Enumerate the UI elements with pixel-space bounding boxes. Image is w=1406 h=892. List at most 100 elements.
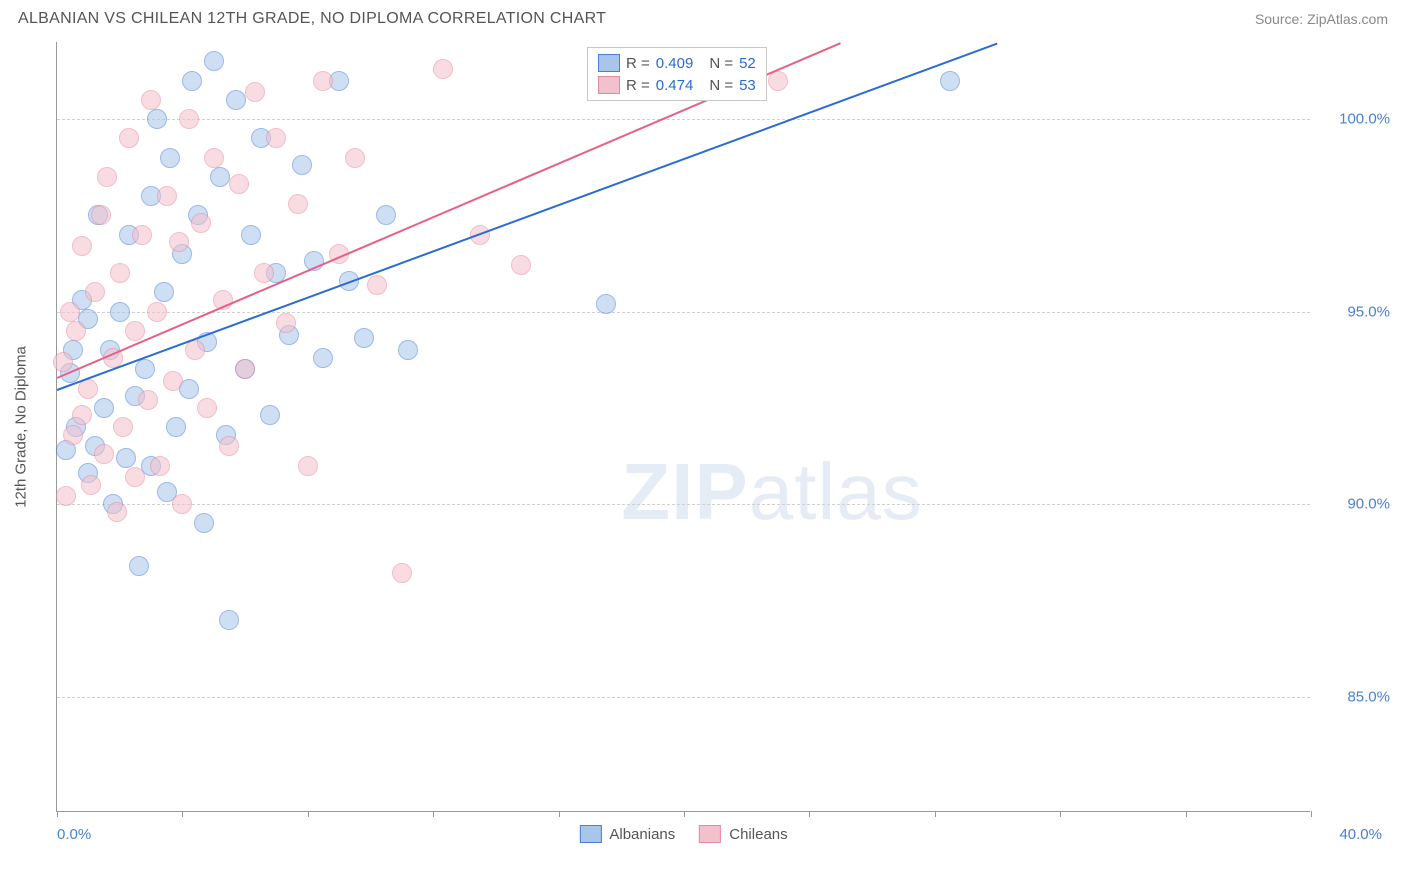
legend-label: Chileans: [729, 826, 787, 843]
gridline: [57, 504, 1310, 505]
scatter-point: [81, 475, 101, 495]
correlation-legend: R = 0.409 N = 52 R = 0.474 N = 53: [587, 47, 767, 101]
x-tick: [1311, 811, 1312, 817]
y-tick-label: 90.0%: [1320, 496, 1390, 513]
legend-swatch: [598, 76, 620, 94]
scatter-point: [398, 340, 418, 360]
scatter-point: [313, 71, 333, 91]
scatter-point: [135, 359, 155, 379]
scatter-point: [150, 456, 170, 476]
x-tick: [1186, 811, 1187, 817]
scatter-point: [210, 167, 230, 187]
scatter-point: [147, 302, 167, 322]
scatter-point: [72, 236, 92, 256]
x-tick: [433, 811, 434, 817]
scatter-point: [254, 263, 274, 283]
gridline: [57, 697, 1310, 698]
legend-item: Albanians: [579, 825, 675, 843]
scatter-point: [229, 174, 249, 194]
scatter-point: [354, 328, 374, 348]
scatter-point: [141, 90, 161, 110]
legend-bottom: Albanians Chileans: [579, 825, 787, 843]
legend-r-label: R =: [626, 55, 650, 72]
legend-row: R = 0.409 N = 52: [598, 52, 756, 74]
chart-header: ALBANIAN VS CHILEAN 12TH GRADE, NO DIPLO…: [0, 0, 1406, 34]
scatter-point: [245, 82, 265, 102]
x-tick: [57, 811, 58, 817]
legend-swatch: [598, 54, 620, 72]
scatter-point: [66, 321, 86, 341]
y-tick-label: 85.0%: [1320, 688, 1390, 705]
scatter-point: [132, 225, 152, 245]
y-axis-title: 12th Grade, No Diploma: [13, 346, 30, 508]
scatter-point: [219, 436, 239, 456]
legend-swatch: [579, 825, 601, 843]
x-tick: [1060, 811, 1061, 817]
scatter-point: [204, 51, 224, 71]
scatter-point: [116, 448, 136, 468]
scatter-point: [596, 294, 616, 314]
x-tick: [308, 811, 309, 817]
scatter-point: [241, 225, 261, 245]
scatter-point: [276, 313, 296, 333]
legend-row: R = 0.474 N = 53: [598, 74, 756, 96]
scatter-point: [97, 167, 117, 187]
x-axis-label-max: 40.0%: [1339, 826, 1382, 843]
scatter-point: [194, 513, 214, 533]
scatter-point: [511, 255, 531, 275]
scatter-point: [940, 71, 960, 91]
scatter-point: [345, 148, 365, 168]
scatter-point: [219, 610, 239, 630]
y-tick-label: 95.0%: [1320, 303, 1390, 320]
scatter-point: [138, 390, 158, 410]
scatter-point: [60, 302, 80, 322]
scatter-point: [107, 502, 127, 522]
scatter-point: [85, 282, 105, 302]
scatter-point: [313, 348, 333, 368]
scatter-point: [110, 263, 130, 283]
scatter-point: [179, 109, 199, 129]
x-tick: [559, 811, 560, 817]
x-tick: [684, 811, 685, 817]
legend-r-label: R =: [626, 77, 650, 94]
scatter-point: [147, 109, 167, 129]
legend-r-value: 0.409: [656, 55, 694, 72]
legend-n-value: 52: [739, 55, 756, 72]
scatter-point: [191, 213, 211, 233]
scatter-point: [129, 556, 149, 576]
scatter-point: [166, 417, 186, 437]
scatter-point: [125, 467, 145, 487]
scatter-point: [433, 59, 453, 79]
watermark: ZIPatlas: [621, 446, 922, 538]
x-tick: [935, 811, 936, 817]
scatter-point: [185, 340, 205, 360]
legend-n-value: 53: [739, 77, 756, 94]
scatter-point: [53, 352, 73, 372]
scatter-point: [260, 405, 280, 425]
scatter-point: [163, 371, 183, 391]
x-axis-label-min: 0.0%: [57, 826, 91, 843]
scatter-point: [288, 194, 308, 214]
scatter-point: [266, 128, 286, 148]
legend-n-label: N =: [709, 77, 733, 94]
x-tick: [809, 811, 810, 817]
legend-n-label: N =: [709, 55, 733, 72]
scatter-point: [292, 155, 312, 175]
scatter-point: [197, 398, 217, 418]
scatter-point: [392, 563, 412, 583]
gridline: [57, 312, 1310, 313]
scatter-point: [367, 275, 387, 295]
scatter-point: [235, 359, 255, 379]
scatter-point: [113, 417, 133, 437]
chart-title: ALBANIAN VS CHILEAN 12TH GRADE, NO DIPLO…: [18, 10, 606, 28]
plot-area: 12th Grade, No Diploma ZIPatlas 0.0% 40.…: [56, 42, 1310, 812]
scatter-point: [298, 456, 318, 476]
legend-r-value: 0.474: [656, 77, 694, 94]
scatter-point: [182, 71, 202, 91]
y-tick-label: 100.0%: [1320, 111, 1390, 128]
scatter-point: [157, 186, 177, 206]
scatter-point: [72, 405, 92, 425]
scatter-point: [169, 232, 189, 252]
scatter-point: [376, 205, 396, 225]
scatter-point: [160, 148, 180, 168]
